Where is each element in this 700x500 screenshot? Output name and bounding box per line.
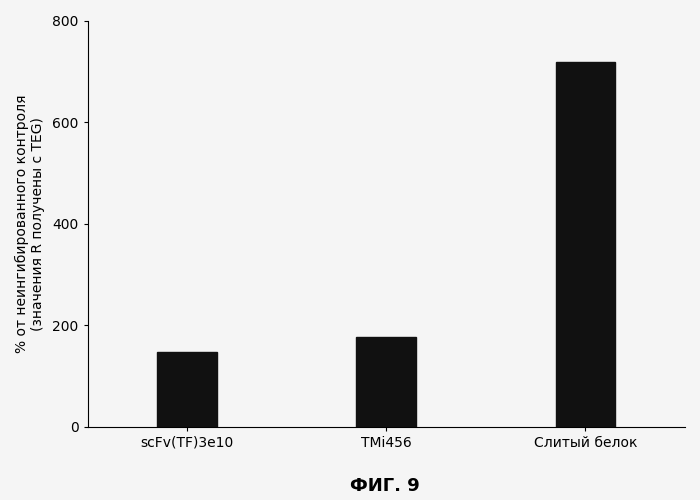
Text: ФИГ. 9: ФИГ. 9: [350, 477, 420, 495]
Y-axis label: % от неингибированного контроля
(значения R получены с TEG): % от неингибированного контроля (значени…: [15, 94, 46, 353]
Bar: [556, 62, 615, 427]
Bar: [158, 352, 217, 427]
Bar: [356, 336, 416, 427]
